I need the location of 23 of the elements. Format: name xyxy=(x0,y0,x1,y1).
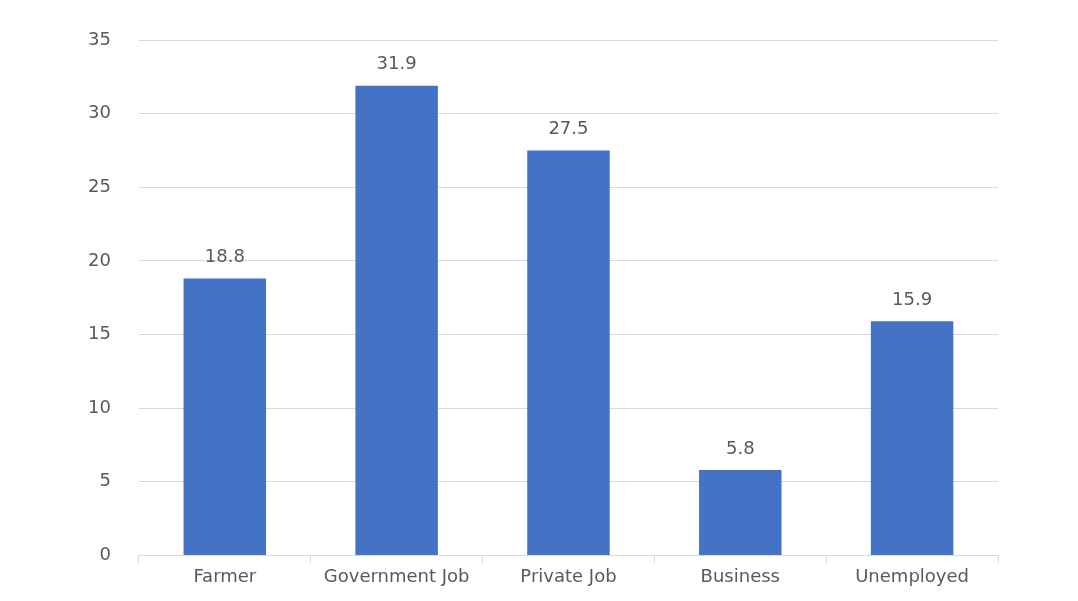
data-label: 18.8 xyxy=(204,245,245,267)
data-label: 31.9 xyxy=(376,52,417,74)
x-tick-label: Private Job xyxy=(520,564,617,586)
y-tick-label: 25 xyxy=(88,174,111,196)
x-tick-label: Government Job xyxy=(323,564,470,586)
bar xyxy=(355,85,438,555)
bar xyxy=(183,278,267,555)
data-label: 5.8 xyxy=(725,436,755,458)
data-label: 27.5 xyxy=(548,117,589,139)
bar xyxy=(699,469,782,555)
x-tick-label: Unemployed xyxy=(855,564,969,586)
bar xyxy=(527,150,610,555)
y-tick-label: 10 xyxy=(88,395,111,417)
y-tick-label: 35 xyxy=(88,27,111,49)
y-tick-label: 0 xyxy=(99,543,111,565)
y-tick-label: 15 xyxy=(88,322,111,344)
y-tick-label: 20 xyxy=(88,248,111,270)
bar xyxy=(870,321,954,555)
data-label: 15.9 xyxy=(892,287,933,309)
x-tick-label: Farmer xyxy=(193,564,257,586)
x-tick-label: Business xyxy=(700,564,780,586)
y-tick-label: 30 xyxy=(88,101,111,123)
y-tick-label: 5 xyxy=(99,469,111,491)
